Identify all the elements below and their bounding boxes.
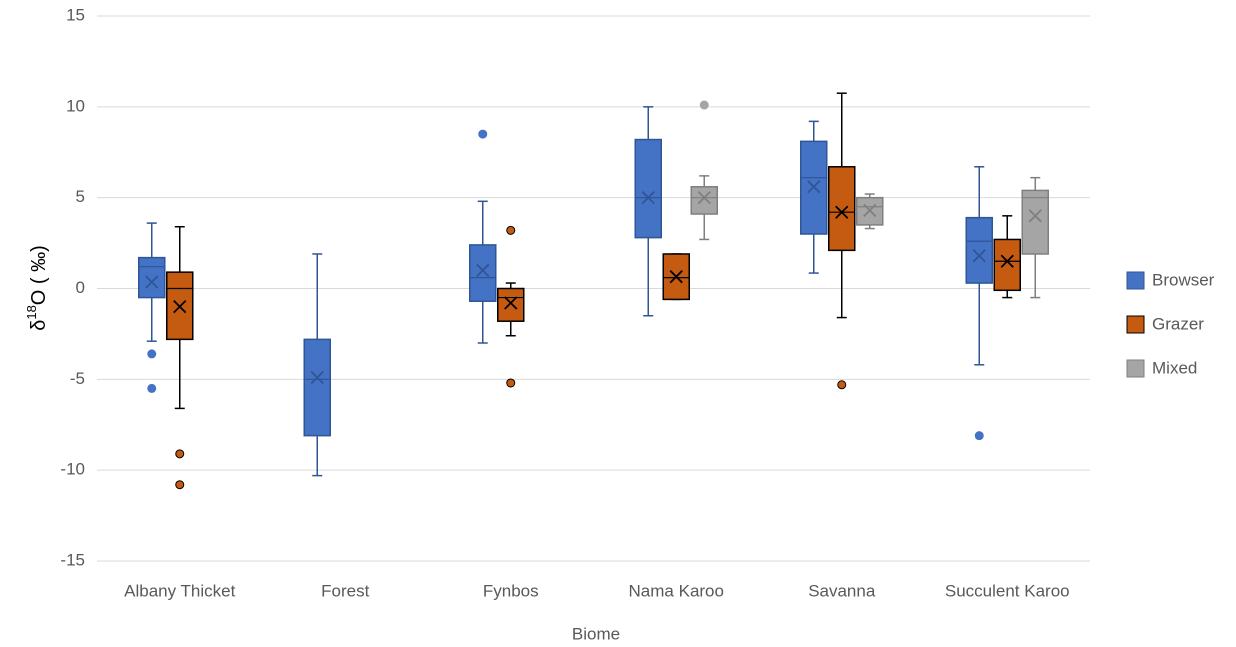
y-tick-label: 15	[66, 5, 85, 24]
mean-marker	[697, 191, 711, 205]
mean-marker	[476, 263, 490, 277]
box	[469, 244, 497, 302]
box	[303, 338, 331, 437]
box	[138, 256, 166, 299]
legend-label: Mixed	[1152, 358, 1197, 377]
box	[965, 216, 993, 284]
y-tick-label: 0	[76, 278, 85, 297]
x-tick-label: Nama Karoo	[629, 581, 724, 600]
mean-marker	[669, 270, 683, 284]
outlier	[506, 225, 516, 235]
x-tick-label: Albany Thicket	[124, 581, 235, 600]
legend-swatch	[1126, 315, 1145, 334]
box	[497, 287, 525, 322]
legend-swatch	[1126, 359, 1145, 378]
box	[828, 166, 856, 252]
box	[690, 186, 718, 215]
outlier	[478, 129, 488, 139]
mean-marker	[145, 275, 159, 289]
outlier	[506, 378, 516, 388]
mean-marker	[863, 203, 877, 218]
mean-marker	[641, 191, 655, 205]
outlier	[175, 480, 185, 490]
legend-swatch	[1126, 271, 1145, 290]
mean-marker	[173, 300, 187, 314]
y-tick-label: -5	[70, 369, 85, 388]
mean-marker	[310, 370, 324, 385]
x-tick-label: Succulent Karoo	[945, 581, 1070, 600]
outlier	[175, 449, 185, 459]
mean-marker	[972, 249, 986, 263]
x-tick-label: Forest	[321, 581, 369, 600]
outlier	[974, 431, 984, 441]
box	[993, 238, 1021, 292]
y-tick-label: 10	[66, 96, 85, 115]
x-tick-label: Fynbos	[483, 581, 539, 600]
x-tick-label: Savanna	[808, 581, 876, 600]
mean-marker	[835, 205, 849, 219]
x-axis-label: Biome	[572, 624, 620, 643]
mean-marker	[1028, 209, 1042, 223]
box	[1021, 189, 1049, 255]
outlier	[147, 349, 157, 359]
outlier	[837, 380, 847, 390]
y-label-suffix: O ( ‰)	[28, 245, 50, 305]
mean-marker	[504, 296, 518, 310]
y-tick-label: -15	[60, 550, 85, 569]
box	[634, 138, 662, 239]
outlier	[699, 100, 709, 110]
y-axis-label: δ18O ( ‰)	[24, 245, 50, 331]
mean-marker	[807, 180, 821, 194]
mean-marker	[1000, 254, 1014, 268]
legend-label: Browser	[1152, 270, 1215, 289]
y-label-sup: 18	[24, 305, 39, 319]
outlier	[147, 383, 157, 393]
y-tick-label: -10	[60, 460, 85, 479]
legend-label: Grazer	[1152, 314, 1204, 333]
y-tick-label: 5	[76, 187, 85, 206]
y-label-prefix: δ	[28, 320, 50, 331]
